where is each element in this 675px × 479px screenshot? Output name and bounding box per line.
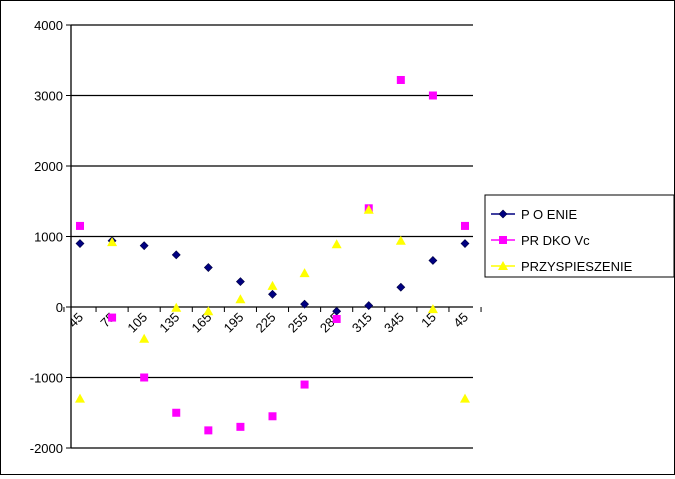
data-point-triangle bbox=[235, 294, 246, 304]
data-point-triangle bbox=[267, 280, 278, 290]
legend-item: PR DKO Vc bbox=[491, 233, 590, 248]
data-point-square bbox=[76, 221, 84, 230]
series-triangle bbox=[75, 204, 470, 403]
y-tick-label: -1000 bbox=[30, 371, 63, 386]
data-point-square bbox=[172, 408, 181, 417]
data-point-square bbox=[461, 221, 469, 230]
data-point-square bbox=[396, 75, 405, 84]
data-point-triangle bbox=[203, 306, 214, 316]
y-tick-label: 4000 bbox=[34, 18, 63, 33]
y-tick-label: 1000 bbox=[34, 230, 63, 245]
data-point-diamond bbox=[235, 277, 245, 287]
data-point-square bbox=[236, 422, 245, 431]
data-point-triangle bbox=[107, 237, 118, 247]
data-point-diamond bbox=[268, 289, 277, 299]
legend-label: PR DKO Vc bbox=[521, 233, 590, 248]
data-point-square bbox=[268, 412, 277, 421]
x-tick-label: 45 bbox=[65, 310, 86, 331]
y-tick-label: 2000 bbox=[34, 159, 63, 174]
data-point-diamond bbox=[203, 263, 213, 272]
x-tick-label: 345 bbox=[381, 310, 407, 336]
data-point-triangle bbox=[363, 204, 374, 214]
x-tick-label: 105 bbox=[124, 310, 150, 336]
grid-layer bbox=[71, 24, 473, 449]
x-tick-label: 45 bbox=[450, 310, 471, 331]
data-point-square bbox=[140, 373, 149, 382]
y-tick-label: 0 bbox=[56, 300, 63, 315]
series-diamond bbox=[75, 236, 470, 316]
data-point-diamond bbox=[460, 239, 470, 248]
data-point-diamond bbox=[364, 301, 374, 311]
data-point-square bbox=[300, 380, 309, 389]
data-point-triangle bbox=[460, 393, 470, 403]
data-point-triangle bbox=[395, 235, 406, 245]
y-tick-label: 3000 bbox=[34, 89, 63, 104]
x-tick-label: 225 bbox=[253, 310, 279, 336]
legend-item: P O ENIE bbox=[491, 207, 577, 222]
data-point-diamond bbox=[300, 299, 310, 309]
data-point-square bbox=[332, 314, 341, 323]
data-point-diamond bbox=[75, 239, 85, 248]
legend-marker-triangle bbox=[498, 261, 508, 270]
legend-marker-diamond bbox=[498, 209, 508, 219]
legend-marker-square bbox=[499, 236, 507, 244]
data-point-diamond bbox=[139, 241, 149, 251]
data-point-triangle bbox=[171, 302, 182, 312]
x-tick-label: 315 bbox=[349, 310, 375, 336]
data-point-diamond bbox=[428, 256, 438, 265]
series-square bbox=[76, 75, 469, 435]
data-point-triangle bbox=[299, 268, 310, 278]
y-tick-label: -2000 bbox=[30, 441, 63, 456]
data-point-square bbox=[204, 426, 213, 435]
data-point-triangle bbox=[139, 333, 150, 343]
data-point-square bbox=[428, 91, 437, 100]
legend-label: PRZYSPIESZENIE bbox=[521, 259, 633, 274]
x-tick-label: 135 bbox=[156, 310, 182, 336]
legend-item: PRZYSPIESZENIE bbox=[491, 259, 633, 274]
x-tick-label: 255 bbox=[285, 310, 311, 336]
data-point-square bbox=[108, 313, 117, 322]
legend-label: P O ENIE bbox=[521, 207, 577, 222]
series-layer bbox=[75, 75, 470, 435]
data-point-triangle bbox=[427, 304, 438, 314]
data-point-diamond bbox=[171, 250, 181, 260]
legend: P O ENIE PR DKO Vc PRZYSPIESZENIE bbox=[484, 194, 675, 278]
data-point-diamond bbox=[396, 282, 406, 292]
data-point-triangle bbox=[331, 239, 342, 249]
legend-box bbox=[484, 194, 675, 278]
x-tick-label: 195 bbox=[221, 310, 247, 336]
data-point-triangle bbox=[75, 393, 85, 403]
